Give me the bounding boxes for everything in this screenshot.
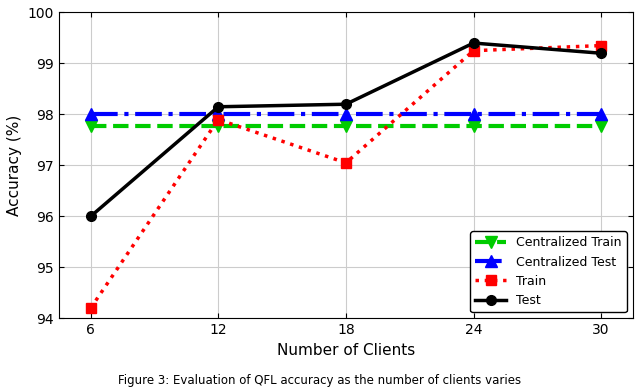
Centralized Train bbox=[87, 123, 95, 128]
Centralized Train bbox=[597, 123, 605, 128]
Train bbox=[470, 48, 477, 53]
Test bbox=[214, 104, 222, 109]
Train bbox=[597, 43, 605, 48]
Test bbox=[597, 51, 605, 55]
Line: Train: Train bbox=[86, 41, 606, 313]
Centralized Train bbox=[214, 123, 222, 128]
Test bbox=[470, 41, 477, 45]
Test bbox=[87, 214, 95, 219]
Text: Figure 3: Evaluation of QFL accuracy as the number of clients varies: Figure 3: Evaluation of QFL accuracy as … bbox=[118, 374, 522, 387]
Line: Centralized Train: Centralized Train bbox=[84, 120, 607, 132]
Train bbox=[214, 117, 222, 122]
Centralized Test bbox=[597, 112, 605, 117]
Centralized Train bbox=[470, 123, 477, 128]
Centralized Test bbox=[470, 112, 477, 117]
Centralized Test bbox=[342, 112, 349, 117]
Centralized Train bbox=[342, 123, 349, 128]
Legend: Centralized Train, Centralized Test, Train, Test: Centralized Train, Centralized Test, Tra… bbox=[470, 231, 627, 312]
X-axis label: Number of Clients: Number of Clients bbox=[276, 343, 415, 358]
Train bbox=[342, 161, 349, 165]
Line: Centralized Test: Centralized Test bbox=[84, 108, 607, 121]
Centralized Test bbox=[214, 112, 222, 117]
Centralized Test bbox=[87, 112, 95, 117]
Y-axis label: Accuracy (%): Accuracy (%) bbox=[7, 115, 22, 216]
Line: Test: Test bbox=[86, 38, 606, 221]
Train bbox=[87, 306, 95, 310]
Test bbox=[342, 102, 349, 107]
